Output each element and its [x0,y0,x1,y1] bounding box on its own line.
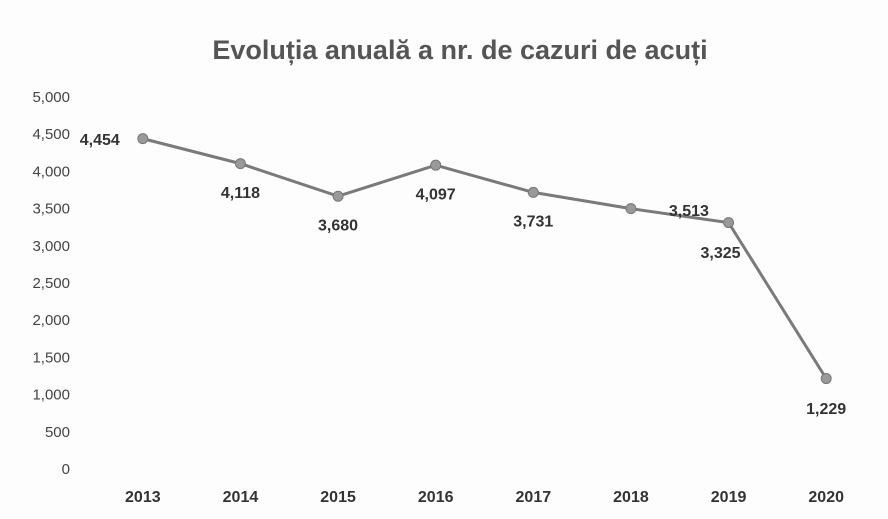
y-tick-label: 5,000 [32,89,70,106]
data-label: 4,097 [416,186,456,203]
data-label: 4,454 [80,132,120,149]
y-tick-label: 2,000 [32,312,70,329]
x-tick-label: 2014 [223,489,259,506]
x-tick-label: 2015 [320,489,356,506]
point [332,190,344,202]
y-tick-label: 4,500 [32,126,70,143]
y-tick-label: 0 [62,461,70,478]
x-tick-label: 2020 [808,489,844,506]
y-tick-label: 1,000 [32,387,70,404]
point [820,373,832,385]
y-tick-label: 3,000 [32,238,70,255]
y-tick-label: 4,000 [32,163,70,180]
data-label: 3,325 [701,245,741,262]
point [234,158,246,170]
point [137,133,149,145]
y-tick-label: 3,500 [32,201,70,218]
point [723,217,735,229]
x-tick-label: 2018 [613,489,649,506]
y-tick-label: 1,500 [32,349,70,366]
data-label: 3,513 [669,203,709,220]
point [430,159,442,171]
y-tick-label: 500 [45,424,70,441]
chart-title: Evoluția anuală a nr. de cazuri de acuți [212,35,707,65]
data-label: 4,118 [221,185,260,202]
y-tick-label: 2,500 [32,275,70,292]
x-tick-label: 2016 [418,489,454,506]
data-label: 3,731 [513,214,553,231]
x-tick-label: 2019 [711,489,747,506]
x-tick-label: 2017 [516,489,552,506]
point [527,186,539,198]
data-label: 1,229 [806,401,846,418]
line [142,137,828,380]
point [625,203,637,215]
data-label: 3,680 [318,217,358,234]
x-tick-label: 2013 [125,489,161,506]
